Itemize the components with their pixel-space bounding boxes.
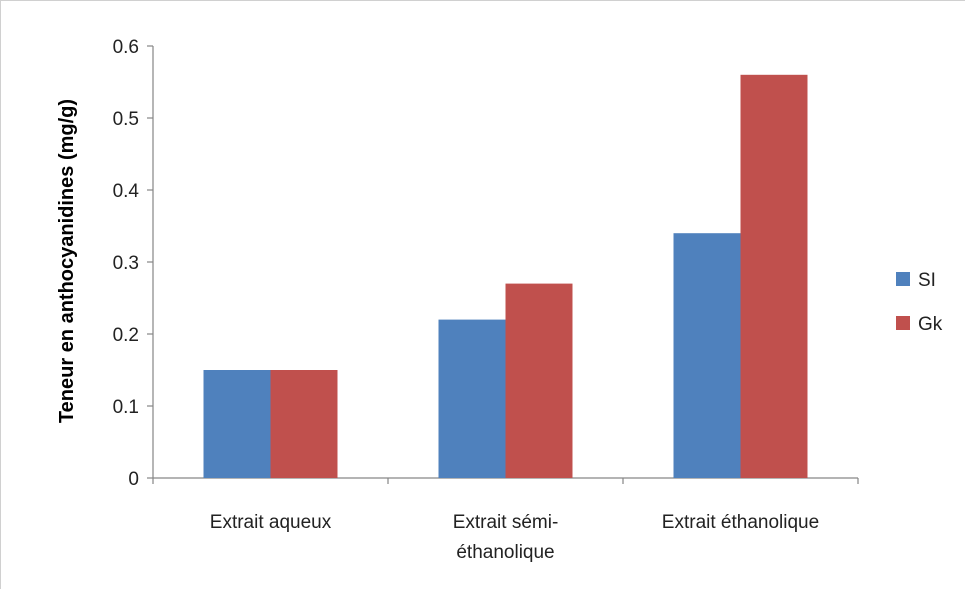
- legend-label-gk: Gk: [918, 314, 943, 335]
- bar-si-1: [203, 370, 271, 478]
- y-tick-label: 0: [128, 469, 139, 490]
- bar-si-2: [438, 319, 506, 478]
- y-tick-label: 0.2: [113, 325, 139, 346]
- y-tick-label: 0.1: [113, 397, 139, 418]
- legend-label-si: SI: [918, 270, 936, 291]
- y-tick-label: 0.3: [113, 253, 139, 274]
- y-axis-title: Teneur en anthocyanidines (mg/g): [56, 99, 78, 423]
- legend: SI Gk: [896, 270, 943, 335]
- bar-gk-1: [270, 370, 338, 478]
- bar-si-3: [673, 233, 741, 478]
- x-category-label: éthanolique: [456, 542, 554, 563]
- x-category-label: Extrait sémi-: [453, 512, 559, 533]
- legend-swatch-gk: [896, 316, 910, 330]
- y-tick-label: 0.5: [113, 109, 139, 130]
- y-tick-label: 0.4: [113, 181, 140, 202]
- bar-gk-2: [505, 283, 573, 478]
- y-tick-label: 0.6: [113, 37, 139, 58]
- bar-gk-3: [740, 74, 808, 479]
- plot-area: 0 0.1 0.2 0.3 0.4 0.5 0.6 Extrait aqueux Extrait…: [113, 37, 859, 563]
- legend-swatch-si: [896, 272, 910, 286]
- x-category-label: Extrait éthanolique: [662, 512, 819, 533]
- x-category-label: Extrait aqueux: [210, 512, 332, 533]
